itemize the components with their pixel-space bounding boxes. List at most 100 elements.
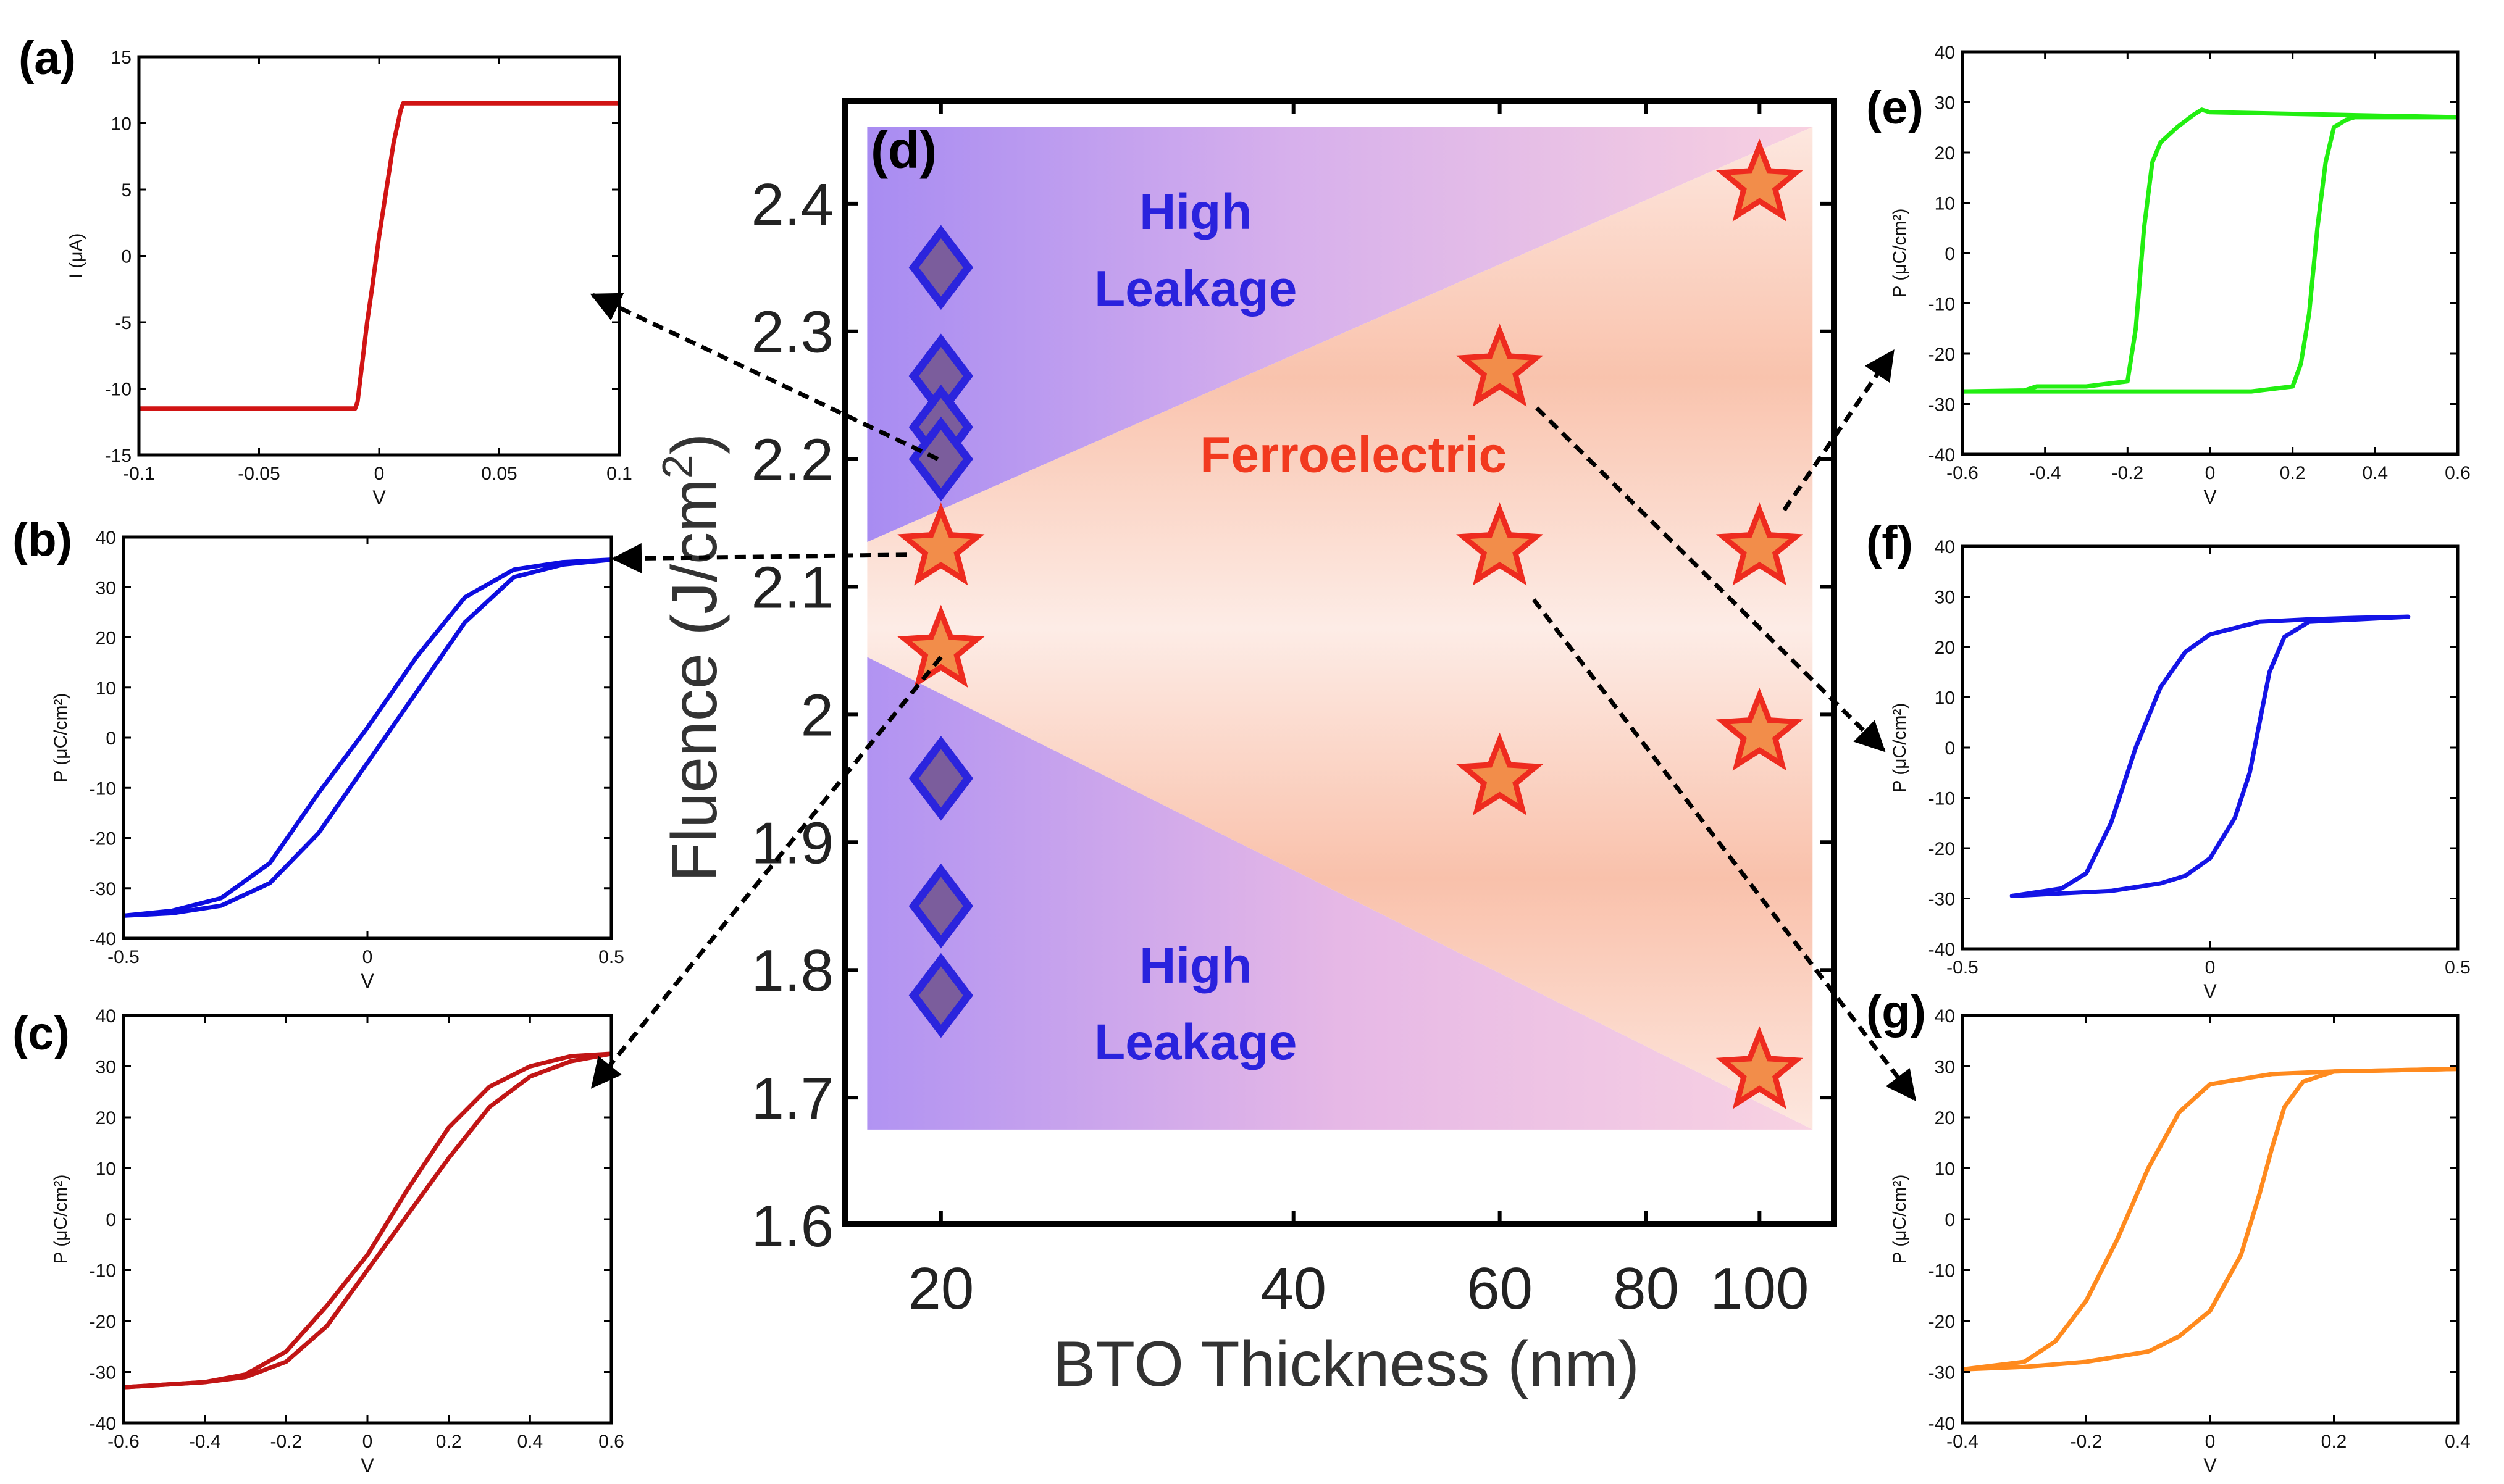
d-ylabel-main: Fluence (J/cm [659,478,731,882]
panel-c-xtick-label: 0.4 [517,1432,543,1452]
panel-f-frame [1961,544,2460,951]
panel-a-xtick-label: 0.1 [606,464,632,484]
ferroelectric-star-marker [897,604,985,688]
d-annotations: High Leakage Ferroelectric High Leakage [1094,184,1507,1070]
panel-g-ytick-label: 40 [1935,1006,1955,1027]
panel-f-ytick-label: -30 [1928,890,1955,910]
panel-b-pv-chart: -40 -30 -20 -10 0 10 20 30 40 -0.5 0 0.5 V P (μC/cm²)… [12,514,624,992]
panel-g-xtick-label: -0.2 [2071,1432,2103,1452]
leakage-diamond-marker [908,225,974,311]
panel-b-xtick-label: 0 [362,947,373,967]
panel-b-ytick-label: 0 [106,728,116,749]
panel-e-ytick-label: 20 [1935,143,1955,164]
panel-b-ytick-label: 30 [96,578,116,598]
panel-a-iv-chart: -15 -10 -5 0 5 10 15 -0.1 -0.05 0 0.05 0.1 V I (μA) (a… [19,32,632,509]
d-ytick-label: 1.6 [752,1193,834,1259]
panel-f-ytick-label: 40 [1935,537,1955,557]
ferroelectric-star-marker [1456,732,1544,815]
arrow-d-to-c [590,656,943,1089]
panel-label-c: (c) [12,1007,70,1060]
d-axes: 1.61.71.81.922.12.22.32.420406080100BTO … [653,98,1837,1400]
panel-c-ytick-label: -40 [90,1414,116,1434]
panel-c-ylabel: P (μC/cm²) [51,1174,71,1264]
panel-g-curve-down [1962,1067,2458,1372]
panel-b-xlabel: V [361,970,374,992]
panel-a-frame [137,55,621,457]
panel-e-xtick-label: -0.6 [1946,463,1978,483]
panel-g-ytick-label: 20 [1935,1108,1955,1128]
panel-e-curve-down [1962,115,2458,394]
panel-c-xtick-label: 0.6 [598,1432,624,1452]
panel-c-ytick-label: 20 [96,1108,116,1128]
panel-g-xtick-label: 0.4 [2445,1432,2471,1452]
panel-b-ytick-label: -20 [90,829,116,849]
ferroelectric-star-marker [897,502,985,586]
panel-c-frame [122,1014,613,1425]
panel-label-f: (f) [1866,517,1913,569]
panel-e-ylabel: P (μC/cm²) [1890,208,1910,298]
arrow-d-to-a [590,293,939,461]
panel-g-ytick-label: 0 [1945,1210,1955,1230]
panel-label-b: (b) [12,514,72,566]
panel-e-xtick-label: -0.4 [2029,463,2061,483]
panel-c-xtick-label: 0 [362,1432,373,1452]
panel-e-ytick-label: -10 [1928,294,1955,315]
panel-a-ytick-label: 10 [111,114,132,135]
panel-f-pv-chart: -40 -30 -20 -10 0 10 20 30 40 -0.5 0 0.5 V P (μC/cm²)… [1866,517,2471,1003]
panel-g-ytick-label: 30 [1935,1057,1955,1078]
d-xtick-label: 100 [1710,1256,1809,1322]
panel-e-ytick-label: -20 [1928,344,1955,365]
panel-label-e: (e) [1866,81,1924,134]
panel-g-frame [1961,1014,2460,1425]
panel-e-xtick-label: 0.6 [2445,463,2471,483]
arrow-d-to-e [1782,349,1895,512]
panel-b-ylabel: P (μC/cm²) [51,693,71,782]
panel-b-ytick-label: 40 [96,528,116,548]
panel-c-xtick-label: -0.6 [107,1432,140,1452]
panel-b-frame [122,535,613,940]
panel-c-ytick-label: -20 [90,1312,116,1332]
panel-b-xtick-label: -0.5 [107,947,140,967]
connector-arrows [590,293,1916,1101]
panel-c-ytick-label: 0 [106,1210,116,1230]
panel-b-ytick-label: -40 [90,929,116,949]
arrow-d-to-f [1535,406,1886,752]
ferroelectric-star-marker [1715,502,1803,586]
panel-b-curve-down [124,557,611,918]
ferroelectric-star-marker [1456,502,1544,586]
panel-a-xlabel: V [372,486,386,509]
panel-g-ytick-label: 10 [1935,1159,1955,1180]
leakage-diamond-marker [908,416,974,502]
ferroelectric-star-marker [1456,323,1544,407]
ferroelectric-star-marker [1715,1026,1803,1109]
d-ylabel-close: ) [659,433,731,455]
panel-e-ytick-label: 30 [1935,93,1955,114]
panel-e-ytick-label: 40 [1935,43,1955,63]
panel-g-xlabel: V [2203,1454,2217,1477]
region-label: Leakage [1094,261,1297,317]
panel-f-ytick-label: -10 [1928,789,1955,809]
panel-e-ytick-label: -30 [1928,395,1955,415]
panel-a-ytick-label: 0 [121,247,132,267]
panel-g-xtick-label: 0 [2205,1432,2216,1452]
d-regions [867,127,1813,1130]
panel-a-curve-up [139,101,619,411]
panel-a-xtick-label: 0.05 [481,464,517,484]
d-ytick-label: 2.4 [752,172,834,238]
panel-b-ytick-label: -30 [90,879,116,899]
panel-c-ytick-label: 40 [96,1006,116,1027]
d-xtick-label: 40 [1260,1256,1326,1322]
panel-c-ytick-label: -10 [90,1261,116,1282]
panel-c-curve-up [124,1051,611,1390]
panel-c-xlabel: V [361,1454,374,1477]
panel-f-curve-up [2009,614,2411,898]
d-axes-frame [842,98,1837,1227]
ferroelectric-star-marker [1715,688,1803,771]
panel-a-ytick-label: 15 [111,48,132,68]
d-ytick-label: 2.3 [752,299,834,365]
panel-a-xtick-label: 0 [374,464,385,484]
panel-c-curve-down [124,1051,611,1390]
panel-e-xtick-label: -0.2 [2111,463,2143,483]
panel-g-xtick-label: 0.2 [2321,1432,2347,1452]
panel-b-ytick-label: 20 [96,628,116,649]
